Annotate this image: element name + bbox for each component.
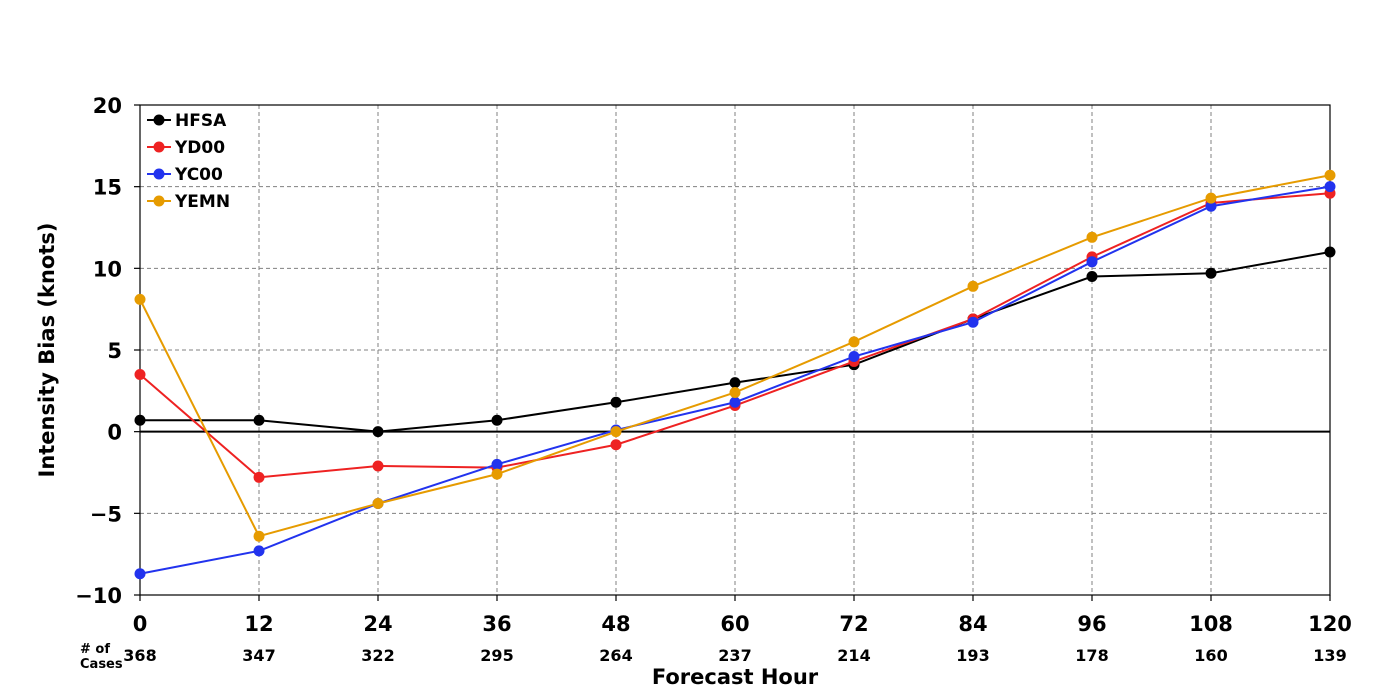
data-point-yemn [610, 426, 622, 438]
y-tick-label: 0 [107, 421, 122, 445]
data-point-yd00 [372, 460, 384, 472]
data-point-yd00 [610, 439, 622, 451]
data-point-yemn [491, 468, 503, 480]
data-point-yemn [134, 293, 146, 305]
data-point-yemn [729, 386, 741, 398]
legend-marker-yemn [153, 195, 165, 207]
data-point-hfsa [1086, 271, 1098, 282]
data-point-yc00 [253, 545, 265, 557]
case-count-label: 193 [956, 646, 989, 665]
data-point-yemn [372, 498, 384, 510]
cases-header-label: # of [80, 642, 110, 657]
series-layer [134, 169, 1336, 580]
data-point-yd00 [253, 471, 265, 483]
x-tick-label: 72 [839, 612, 868, 636]
x-tick-label: 0 [133, 612, 148, 636]
case-count-label: 178 [1075, 646, 1108, 665]
x-tick-label: 48 [601, 612, 630, 636]
data-point-hfsa [134, 414, 146, 426]
legend-label-yemn: YEMN [174, 192, 230, 212]
legend-marker-hfsa [153, 114, 165, 126]
data-point-hfsa [610, 396, 622, 408]
series-yemn [134, 169, 1336, 542]
data-point-yc00 [1086, 256, 1098, 268]
data-point-hfsa [253, 414, 265, 426]
case-count-label: 322 [361, 646, 394, 665]
data-point-yc00 [967, 316, 979, 328]
y-tick-label: −10 [75, 584, 122, 608]
data-point-hfsa [372, 426, 384, 438]
legend-marker-yc00 [153, 168, 165, 180]
legend-item-yemn: YEMN [147, 192, 230, 212]
legend-item-hfsa: HFSA [147, 111, 227, 131]
data-point-yc00 [134, 568, 146, 580]
legend-label-yd00: YD00 [174, 138, 225, 158]
data-point-yemn [1086, 231, 1098, 243]
x-tick-label: 108 [1189, 612, 1233, 636]
data-point-hfsa [1205, 267, 1217, 279]
legend-item-yd00: YD00 [147, 138, 225, 158]
data-point-yc00 [1205, 200, 1217, 212]
y-tick-label: 10 [93, 257, 122, 281]
x-tick-label: 84 [958, 612, 987, 636]
data-point-yemn [1324, 169, 1336, 181]
data-point-hfsa [1324, 246, 1336, 258]
legend-marker-yd00 [153, 141, 165, 153]
case-count-label: 368 [123, 646, 156, 665]
x-axis-title: Forecast Hour [652, 665, 819, 689]
case-count-label: 214 [837, 646, 870, 665]
x-tick-label: 24 [363, 612, 392, 636]
y-tick-label: 15 [93, 176, 122, 200]
case-count-label: 160 [1194, 646, 1227, 665]
case-count-label: 264 [599, 646, 632, 665]
x-tick-label: 120 [1308, 612, 1352, 636]
grid-layer [140, 105, 1330, 595]
data-point-yemn [1205, 192, 1217, 204]
labels-layer: 20 15 10 5 0 −5 −10 0 368 12 347 24 322 36 295 48 264 60 2… [75, 94, 1352, 672]
data-point-yemn [253, 530, 265, 542]
legend-item-yc00: YC00 [147, 165, 223, 185]
x-tick-label: 60 [720, 612, 749, 636]
x-tick-label: 12 [244, 612, 273, 636]
x-tick-label: 36 [482, 612, 511, 636]
data-point-yemn [967, 280, 979, 292]
legend-label-hfsa: HFSA [175, 111, 227, 131]
cases-header-label: Cases [80, 657, 123, 672]
data-point-yc00 [1324, 181, 1336, 193]
y-axis-title: Intensity Bias (knots) [35, 223, 59, 478]
x-tick-label: 96 [1077, 612, 1106, 636]
case-count-label: 139 [1313, 646, 1346, 665]
axes-layer [134, 104, 1331, 601]
case-count-label: 295 [480, 646, 513, 665]
y-tick-label: 20 [93, 94, 122, 118]
data-point-hfsa [729, 377, 741, 389]
data-point-hfsa [491, 414, 503, 426]
case-count-label: 347 [242, 646, 275, 665]
data-point-yc00 [848, 351, 860, 363]
data-point-yc00 [491, 458, 503, 470]
data-point-yc00 [729, 396, 741, 408]
case-count-label: 237 [718, 646, 751, 665]
legend: HFSA YD00 YC00 YEMN [147, 111, 230, 212]
data-point-yd00 [134, 369, 146, 380]
y-tick-label: −5 [90, 502, 122, 526]
data-point-yemn [848, 336, 860, 348]
legend-label-yc00: YC00 [174, 165, 223, 185]
y-tick-label: 5 [107, 339, 122, 363]
